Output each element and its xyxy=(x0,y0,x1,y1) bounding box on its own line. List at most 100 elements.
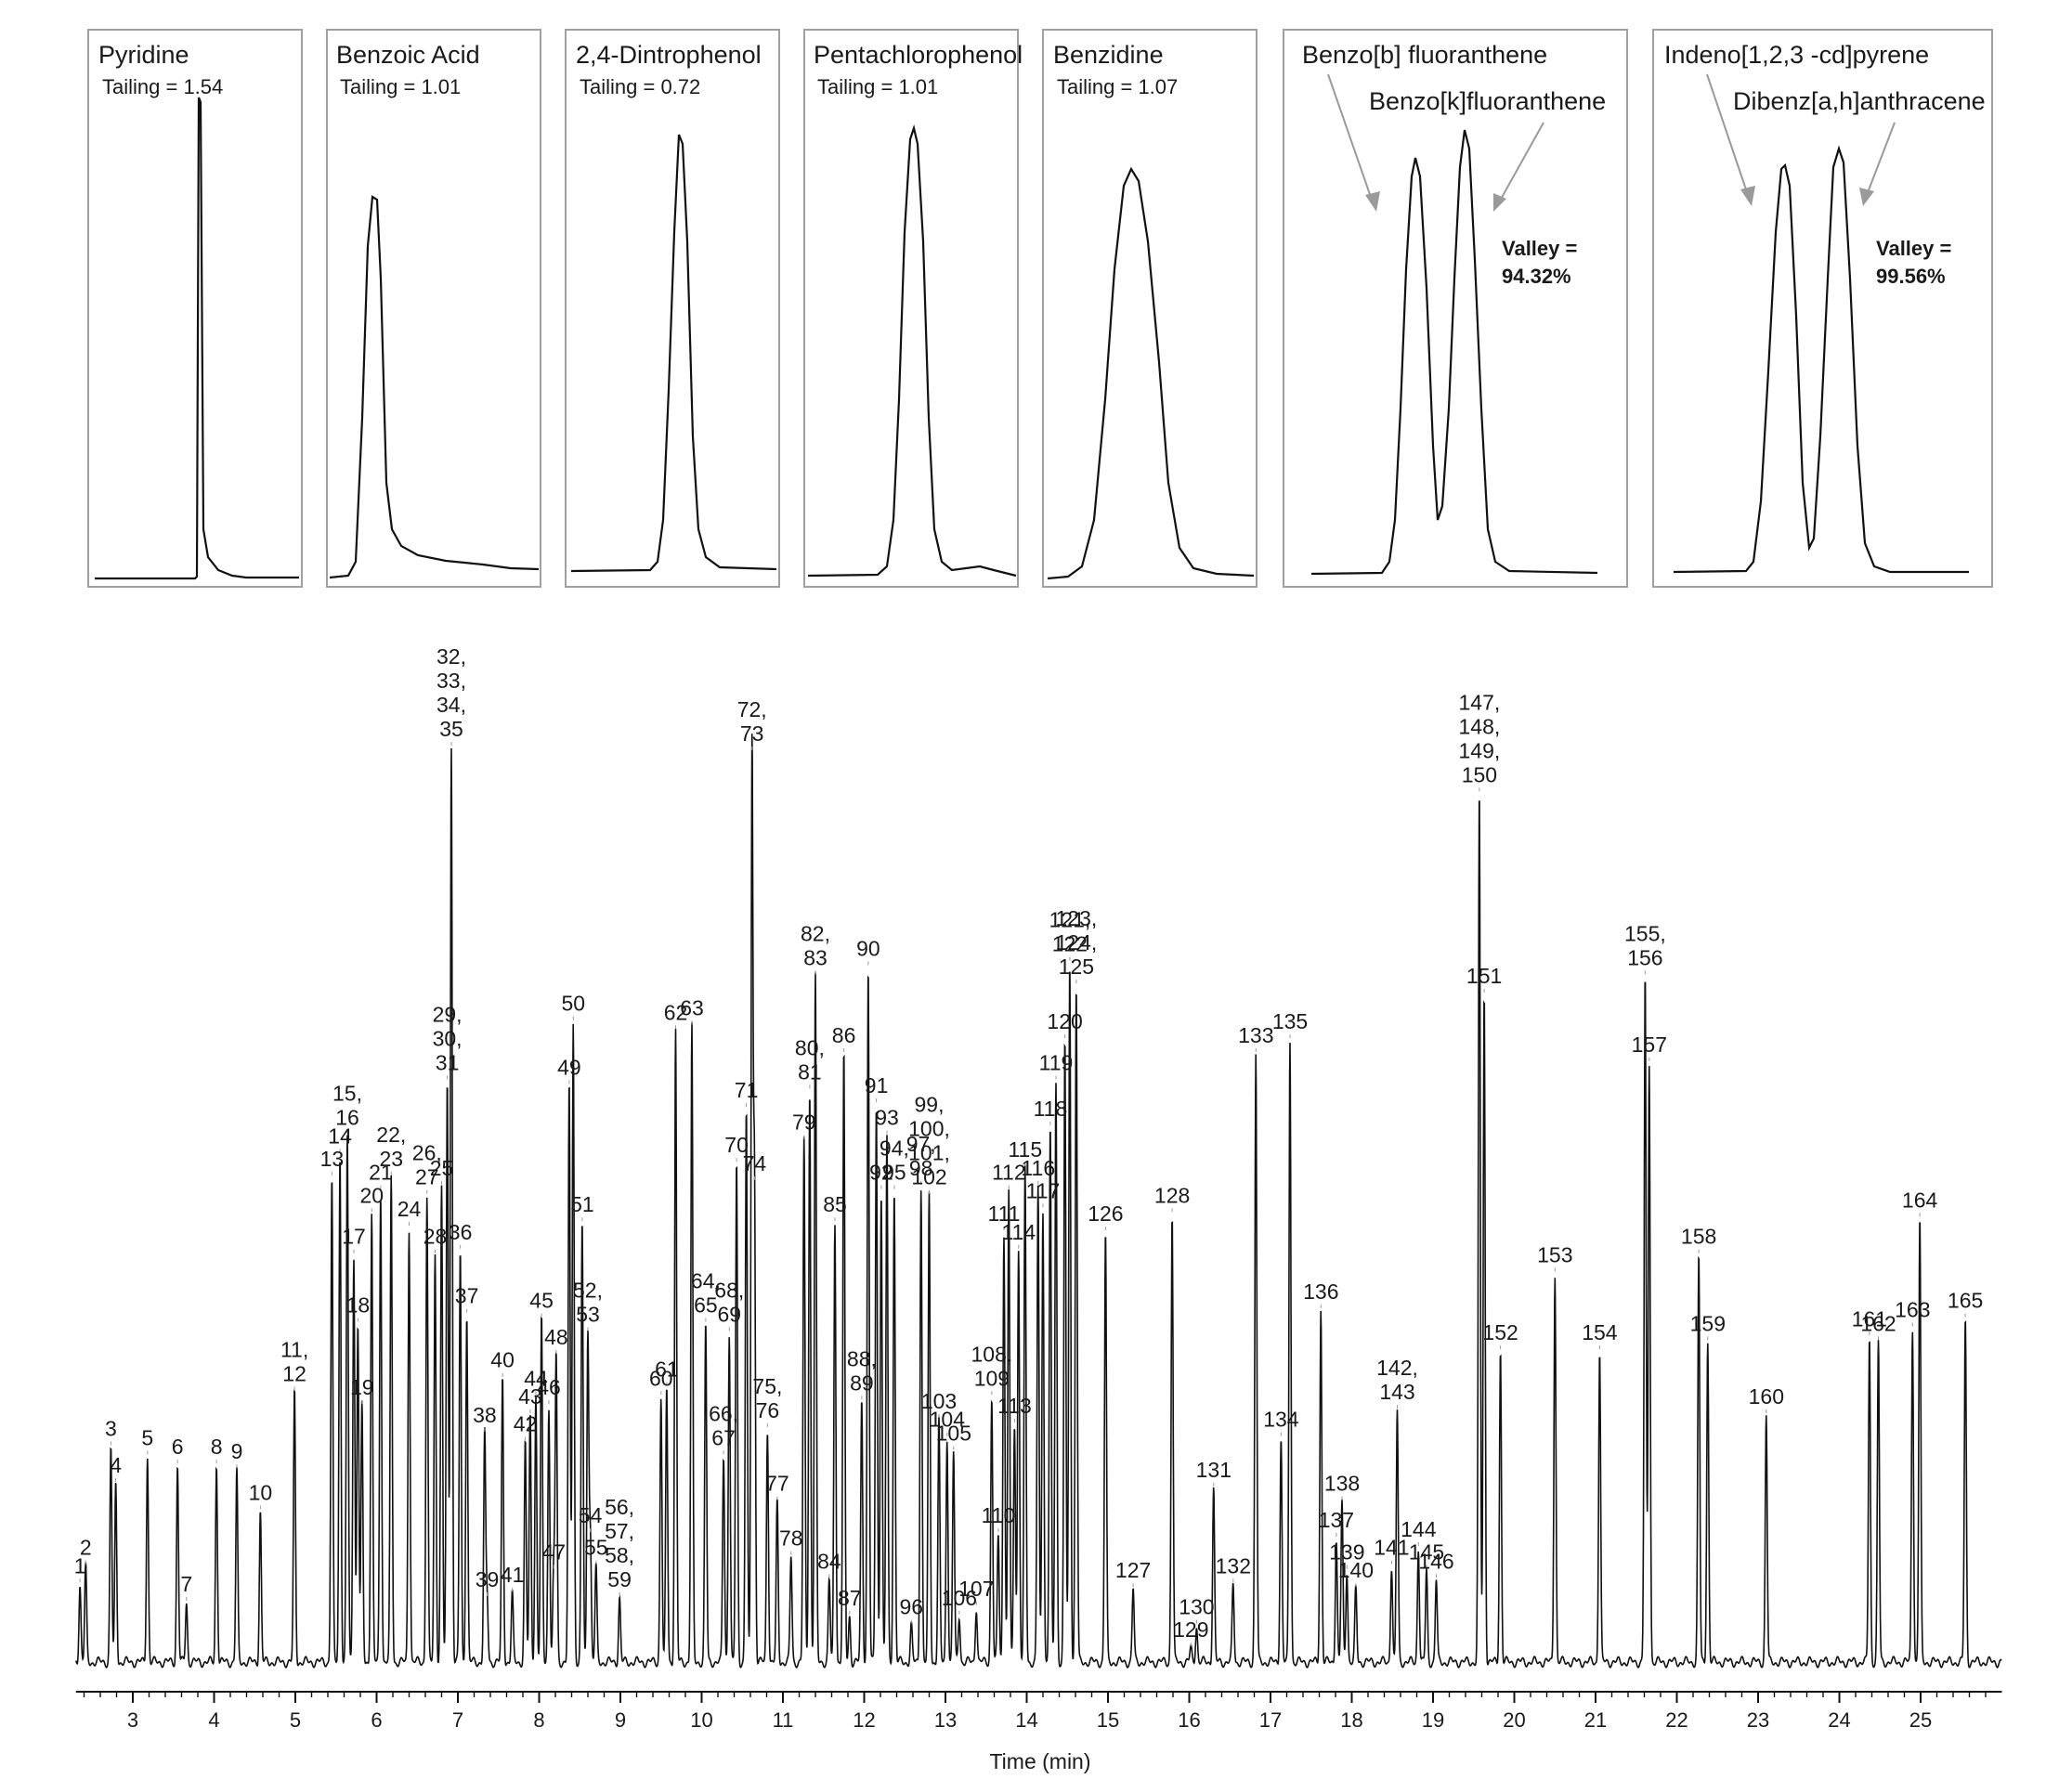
peak-label: 129 xyxy=(1173,1617,1208,1642)
inset-panel-dinitrophenol: 2,4-Dintrophenol Tailing = 0.72 xyxy=(565,29,780,588)
peak-label: 74 xyxy=(743,1151,767,1175)
peak-label: 72, 73 xyxy=(737,697,767,746)
x-tick-label: 18 xyxy=(1340,1708,1362,1732)
x-tick-label: 20 xyxy=(1503,1708,1525,1732)
peak-label: 37 xyxy=(455,1284,479,1308)
inset-trace xyxy=(1310,129,1598,576)
peak-label: 111 xyxy=(988,1201,1021,1226)
peak-label: 44 xyxy=(524,1366,548,1390)
valley-label: Valley = xyxy=(1502,237,1577,260)
peak-label: 88, 89 xyxy=(847,1346,877,1395)
peak-label: 145 xyxy=(1409,1540,1444,1565)
x-tick-label: 7 xyxy=(452,1708,463,1732)
peak-label: 112 xyxy=(992,1161,1026,1185)
inset-tailing: Tailing = 1.01 xyxy=(340,75,461,98)
peak-label: 64, 65 xyxy=(691,1269,721,1318)
peak-label: 90 xyxy=(856,936,880,960)
x-tick-label: 8 xyxy=(533,1708,544,1732)
inset-panel-benzidine: Benzidine Tailing = 1.07 xyxy=(1042,29,1258,588)
peak-label: 113 xyxy=(997,1394,1032,1418)
peak-label: 162 xyxy=(1860,1311,1896,1335)
x-tick-label: 17 xyxy=(1259,1708,1282,1732)
peak-label: 21 xyxy=(369,1161,393,1185)
peak-label: 54 xyxy=(579,1503,603,1527)
peak-label: 123, 124, 125 xyxy=(1056,906,1098,979)
peak-label: 7 xyxy=(180,1572,192,1596)
peak-label: 91 xyxy=(865,1073,889,1097)
valley-value: 99.56% xyxy=(1876,265,1946,288)
peak-label: 84 xyxy=(817,1549,841,1573)
arrow-head-icon xyxy=(1859,188,1874,206)
peak-label: 147, 148, 149, 150 xyxy=(1459,690,1501,786)
peak-label: 42 xyxy=(514,1412,538,1436)
peak-label: 75, 76 xyxy=(752,1374,782,1422)
peak-label: 51 xyxy=(570,1192,594,1216)
peak-label: 87 xyxy=(838,1586,862,1610)
peak-label: 146 xyxy=(1418,1549,1453,1573)
peak-label: 161 xyxy=(1852,1306,1887,1331)
peak-label: 41 xyxy=(501,1563,525,1587)
peak-label: 126 xyxy=(1088,1201,1123,1226)
peak-label: 159 xyxy=(1690,1311,1726,1335)
peak-label: 71 xyxy=(735,1078,759,1102)
x-tick-label: 19 xyxy=(1422,1708,1444,1732)
inset-panel-indenopyrene: Indeno[1,2,3 -cd]pyrene Dibenz[a,h]anthr… xyxy=(1652,29,1993,588)
peak-label: 39 xyxy=(476,1567,500,1591)
peak-label: 28 xyxy=(424,1225,448,1249)
peak-label: 107 xyxy=(958,1577,994,1601)
callout-line xyxy=(1327,73,1374,203)
peak-label: 155, 156 xyxy=(1624,921,1666,969)
peak-label: 4 xyxy=(110,1453,122,1477)
inset-frame xyxy=(326,29,541,588)
inset-frame xyxy=(565,29,780,588)
peak-label: 36 xyxy=(449,1220,473,1244)
peak-label: 50 xyxy=(562,992,586,1016)
peak-label: 19 xyxy=(350,1375,374,1399)
inset-panel-benzoic-acid: Benzoic Acid Tailing = 1.01 xyxy=(326,29,541,588)
peak-label: 24 xyxy=(397,1197,422,1221)
inset-tailing: Tailing = 1.01 xyxy=(817,75,938,98)
inset-second-label: Benzo[k]fluoranthene xyxy=(1369,87,1606,115)
x-tick-label: 24 xyxy=(1828,1708,1850,1732)
peak-label: 164 xyxy=(1902,1188,1938,1212)
peak-label: 115 xyxy=(1008,1137,1042,1162)
peak-label: 29, 30, 31 xyxy=(433,1003,463,1075)
peak-label: 63 xyxy=(680,995,704,1019)
peak-label: 11, 12 xyxy=(280,1337,308,1385)
inset-frame xyxy=(1283,29,1628,588)
x-tick-label: 12 xyxy=(853,1708,875,1732)
peak-label: 99, 100, 101, 102 xyxy=(908,1093,950,1189)
inset-title: 2,4-Dintrophenol xyxy=(576,41,762,69)
peak-label: 104 xyxy=(930,1408,966,1432)
arrow-head-icon xyxy=(1365,191,1380,212)
peak-label: 160 xyxy=(1749,1384,1784,1409)
peak-label: 134 xyxy=(1263,1408,1299,1432)
peak-label: 144 xyxy=(1401,1517,1437,1541)
peak-label: 116 xyxy=(1021,1156,1055,1180)
peak-label: 153 xyxy=(1537,1242,1572,1266)
x-tick-label: 16 xyxy=(1178,1708,1200,1732)
inset-second-label: Dibenz[a,h]anthracene xyxy=(1733,87,1986,115)
peak-label: 25 xyxy=(430,1156,454,1180)
peak-label: 108, 109 xyxy=(971,1342,1013,1390)
peak-label: 46 xyxy=(537,1375,561,1399)
peak-label: 163 xyxy=(1895,1298,1930,1322)
inset-trace xyxy=(329,195,540,579)
leader-lines xyxy=(79,742,1966,1647)
x-tick-label: 11 xyxy=(773,1708,794,1732)
peak-label: 85 xyxy=(823,1192,847,1216)
peak-label: 1 xyxy=(74,1553,86,1578)
peak-label: 93 xyxy=(875,1106,899,1130)
x-tick-label: 15 xyxy=(1097,1708,1119,1732)
inset-trace xyxy=(807,123,1017,578)
peak-label: 130 xyxy=(1179,1595,1214,1619)
peak-label: 9 xyxy=(231,1439,243,1463)
peak-label: 66, 67 xyxy=(709,1401,738,1449)
peak-label: 131 xyxy=(1196,1458,1231,1482)
peak-label: 79 xyxy=(792,1110,816,1135)
inset-title: Pentachlorophenol xyxy=(814,41,1023,69)
inset-panel-benzofluoranthenes: Benzo[b] fluoranthene Benzo[k]fluoranthe… xyxy=(1283,29,1628,588)
peak-label: 157 xyxy=(1632,1032,1667,1057)
inset-tailing: Tailing = 1.54 xyxy=(102,75,223,98)
